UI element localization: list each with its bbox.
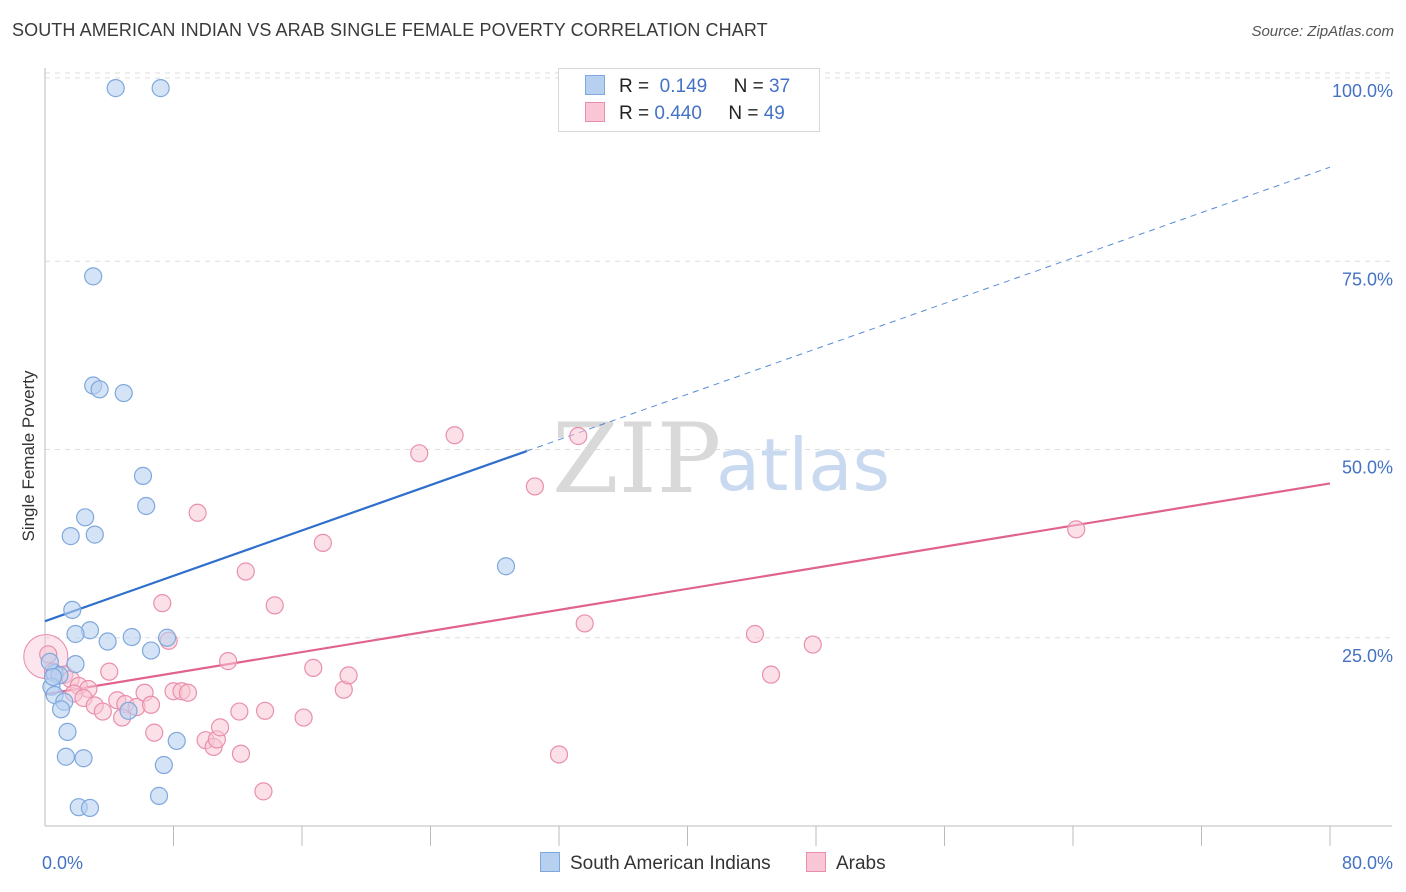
legend-r-value: 0.440 <box>654 103 702 124</box>
axes <box>44 68 1392 846</box>
data-point-arabs <box>745 624 765 644</box>
data-point-south-american-indians <box>66 624 85 644</box>
data-point-arabs <box>210 718 230 737</box>
legend-n-label: N = <box>733 76 764 97</box>
data-point-arabs <box>304 658 323 677</box>
data-point-arabs <box>178 683 198 702</box>
data-point-south-american-indians <box>119 701 138 720</box>
data-point-arabs <box>575 614 594 633</box>
data-point-south-american-indians <box>63 600 82 620</box>
axis-labels: Single Female Poverty 25.0% 50.0% 75.0% 100… <box>19 81 1393 873</box>
data-point-south-american-indians <box>40 652 59 671</box>
data-point-arabs <box>803 635 822 654</box>
legend-r-label: R = <box>619 76 650 97</box>
trend-lines <box>44 166 1331 696</box>
data-point-south-american-indians <box>157 628 177 647</box>
data-point-arabs <box>236 562 255 581</box>
y-tick-label: 25.0% <box>1342 646 1393 666</box>
data-point-south-american-indians <box>56 747 75 766</box>
data-point-south-american-indians <box>85 525 104 544</box>
data-point-south-american-indians <box>133 466 153 485</box>
data-point-south-american-indians <box>61 527 80 546</box>
data-point-south-american-indians <box>122 627 141 647</box>
data-point-arabs <box>141 695 161 714</box>
data-point-arabs <box>265 596 284 615</box>
series-legend-arabs: Arabs <box>805 852 886 875</box>
legend-swatch-blue <box>585 75 605 95</box>
series-legend-south-american-indians: South American Indians <box>540 852 771 875</box>
series-legend: South American Indians Arabs <box>540 852 916 875</box>
y-tick-label: 100.0% <box>1332 81 1393 101</box>
data-point-arabs <box>145 723 164 742</box>
data-point-arabs <box>1067 520 1086 539</box>
grid-lines <box>45 72 1392 639</box>
y-axis-title: Single Female Poverty <box>19 370 38 542</box>
data-point-arabs <box>549 745 569 764</box>
series-swatch-pink <box>805 852 826 872</box>
data-point-south-american-indians <box>74 749 93 768</box>
data-point-south-american-indians <box>90 380 109 399</box>
data-point-south-american-indians <box>51 700 71 719</box>
data-point-south-american-indians <box>66 655 85 674</box>
trend-line-extension-south-american-indians <box>526 166 1331 452</box>
data-point-south-american-indians <box>141 641 161 660</box>
legend-swatch-pink <box>585 102 605 122</box>
correlation-legend: R = 0.149 N = 37 R = 0.440 N = 49 <box>558 68 820 132</box>
data-point-south-american-indians <box>106 79 125 98</box>
data-point-arabs <box>445 426 464 445</box>
data-point-arabs <box>339 666 358 685</box>
data-point-south-american-indians <box>84 267 103 286</box>
legend-n-value: 49 <box>763 103 785 124</box>
series-label: Arabs <box>835 853 886 874</box>
data-point-south-american-indians <box>137 496 156 516</box>
series-swatch-blue <box>540 852 560 872</box>
data-point-arabs <box>255 701 275 720</box>
data-point-south-american-indians <box>496 557 516 576</box>
data-point-arabs <box>100 662 119 681</box>
series-label: South American Indians <box>570 853 771 874</box>
data-point-arabs <box>230 702 249 721</box>
legend-r-value: 0.149 <box>659 76 708 97</box>
watermark: ZIP atlas <box>552 403 890 515</box>
legend-n-label: N = <box>728 103 759 124</box>
legend-row-arabs: R = 0.440 N = 49 <box>585 101 785 127</box>
y-tick-label: 50.0% <box>1342 458 1393 478</box>
data-point-arabs <box>188 503 207 522</box>
data-point-arabs <box>761 665 781 684</box>
trend-line-arabs <box>44 482 1331 696</box>
data-point-arabs <box>525 477 545 496</box>
trend-line-south-american-indians <box>44 449 528 623</box>
legend-r-label: R = <box>619 103 650 124</box>
data-point-arabs <box>153 594 172 613</box>
data-point-arabs <box>313 533 332 552</box>
data-point-arabs <box>219 652 238 671</box>
data-point-arabs <box>231 744 251 763</box>
data-point-south-american-indians <box>76 508 95 527</box>
data-point-south-american-indians <box>58 722 77 741</box>
data-point-south-american-indians <box>114 383 133 403</box>
data-point-arabs <box>93 702 112 721</box>
y-tick-label: 75.0% <box>1342 269 1393 289</box>
data-point-arabs <box>569 426 588 446</box>
data-point-south-american-indians <box>154 755 173 775</box>
legend-row-south-american-indians: R = 0.149 N = 37 <box>585 74 790 100</box>
data-point-south-american-indians <box>167 731 186 751</box>
data-point-south-american-indians <box>80 798 100 818</box>
data-points <box>23 79 1086 818</box>
data-point-south-american-indians <box>151 79 170 98</box>
watermark-zip: ZIP <box>552 403 721 515</box>
data-point-south-american-indians <box>98 632 117 651</box>
data-point-south-american-indians <box>149 786 169 805</box>
chart-title: SOUTH AMERICAN INDIAN VS ARAB SINGLE FEM… <box>12 20 768 40</box>
data-point-south-american-indians <box>43 667 63 687</box>
data-point-arabs <box>254 782 273 801</box>
source-credit: Source: ZipAtlas.com <box>1251 23 1394 40</box>
watermark-atlas: atlas <box>716 423 890 507</box>
legend-n-value: 37 <box>769 76 791 97</box>
x-tick-label: 80.0% <box>1342 853 1393 873</box>
x-tick-label: 0.0% <box>42 853 83 873</box>
data-point-arabs <box>294 708 313 727</box>
data-point-arabs <box>410 444 429 463</box>
